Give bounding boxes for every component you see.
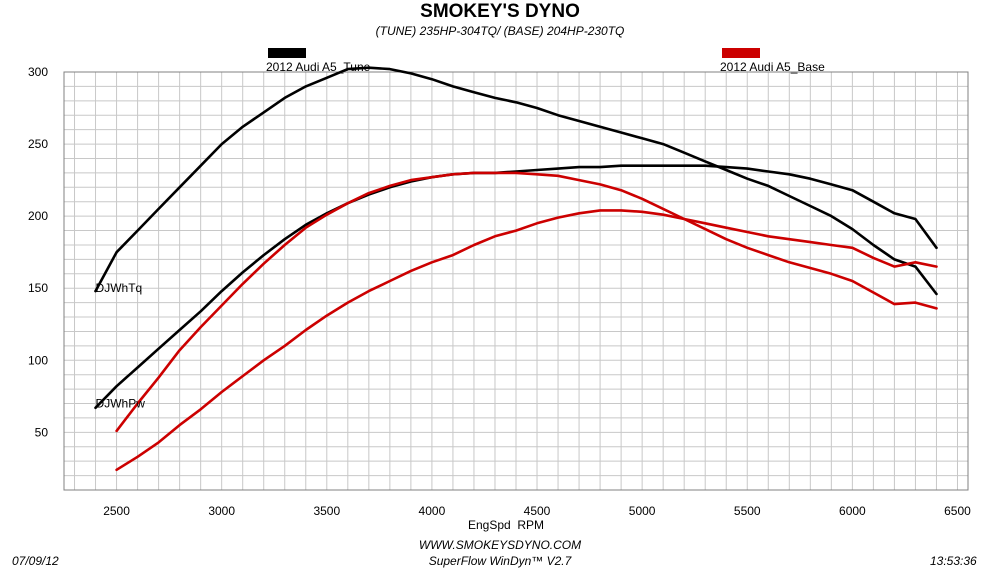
curve-label: DJWhPw (96, 397, 146, 411)
x-tick-label: 2500 (103, 504, 130, 518)
footer-software: SuperFlow WinDyn™ V2.7 (428, 554, 572, 568)
footer-website: WWW.SMOKEYSDYNO.COM (418, 538, 582, 552)
y-tick-label: 100 (28, 353, 48, 367)
legend-label-base: 2012 Audi A5_Base (720, 60, 825, 74)
chart-subtitle: (TUNE) 235HP-304TQ/ (BASE) 204HP-230TQ (375, 24, 625, 38)
x-tick-label: 5500 (734, 504, 761, 518)
y-tick-label: 150 (28, 281, 48, 295)
series-line-tune-djwhpw (94, 164, 938, 410)
x-tick-label: 6000 (839, 504, 866, 518)
footer-time: 13:53:36 (930, 554, 977, 568)
x-tick-label: 4500 (524, 504, 551, 518)
y-tick-label: 250 (28, 137, 48, 151)
x-tick-label: 3500 (313, 504, 340, 518)
x-tick-label: 5000 (629, 504, 656, 518)
y-tick-label: 200 (28, 209, 48, 223)
x-tick-label: 3000 (208, 504, 235, 518)
curve-label: DJWhTq (96, 281, 143, 295)
x-tick-label: 4000 (419, 504, 446, 518)
series-line-base-djwhtq (115, 171, 938, 433)
legend-swatch-base (722, 48, 760, 58)
footer-date: 07/09/12 (12, 554, 59, 568)
series-line-tune-djwhtq (94, 66, 938, 296)
series-line-base-djwhpw (115, 209, 938, 472)
legend-swatch-tune (268, 48, 306, 58)
y-tick-label: 300 (28, 65, 48, 79)
chart-title: SMOKEY'S DYNO (420, 1, 580, 22)
x-axis-label: EngSpd RPM (468, 518, 545, 532)
x-tick-label: 6500 (944, 504, 971, 518)
y-tick-label: 50 (35, 425, 49, 439)
plot-frame (63, 71, 969, 491)
